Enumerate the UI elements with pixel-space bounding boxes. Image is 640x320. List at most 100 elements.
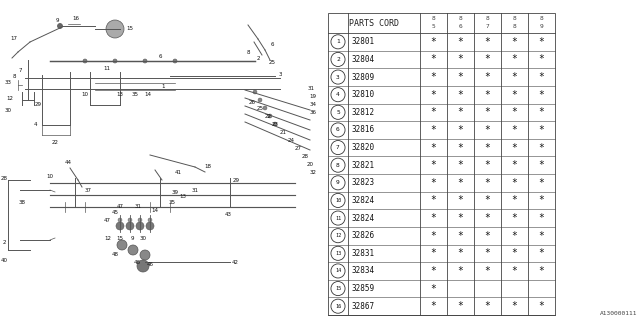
Text: *: * bbox=[458, 196, 463, 205]
Text: *: * bbox=[539, 54, 545, 64]
Text: *: * bbox=[484, 90, 490, 100]
Text: 12: 12 bbox=[104, 236, 111, 241]
Text: *: * bbox=[484, 231, 490, 241]
Text: *: * bbox=[539, 266, 545, 276]
Text: 32824: 32824 bbox=[351, 213, 374, 223]
Text: *: * bbox=[458, 248, 463, 258]
Text: *: * bbox=[431, 54, 436, 64]
Text: 15: 15 bbox=[127, 27, 134, 31]
Text: 41: 41 bbox=[175, 170, 182, 174]
Text: *: * bbox=[484, 72, 490, 82]
Circle shape bbox=[117, 240, 127, 250]
Circle shape bbox=[116, 222, 124, 230]
Text: 33: 33 bbox=[4, 79, 12, 84]
Text: 5: 5 bbox=[431, 25, 435, 29]
Text: 12: 12 bbox=[6, 95, 13, 100]
Text: 26: 26 bbox=[248, 100, 255, 105]
Text: 32821: 32821 bbox=[351, 161, 374, 170]
Text: 32809: 32809 bbox=[351, 73, 374, 82]
Text: 13: 13 bbox=[116, 92, 124, 97]
Text: *: * bbox=[431, 107, 436, 117]
Text: 32820: 32820 bbox=[351, 143, 374, 152]
Text: *: * bbox=[539, 301, 545, 311]
Text: 48: 48 bbox=[111, 252, 118, 258]
Text: *: * bbox=[431, 90, 436, 100]
Text: 32810: 32810 bbox=[351, 90, 374, 99]
Text: A130000111: A130000111 bbox=[600, 311, 637, 316]
Text: *: * bbox=[539, 248, 545, 258]
Text: 39: 39 bbox=[172, 189, 179, 195]
Text: *: * bbox=[458, 178, 463, 188]
Text: *: * bbox=[539, 107, 545, 117]
Text: 32812: 32812 bbox=[351, 108, 374, 117]
Text: *: * bbox=[431, 266, 436, 276]
Text: 8: 8 bbox=[336, 163, 340, 168]
Text: 46: 46 bbox=[134, 260, 141, 265]
Text: *: * bbox=[431, 125, 436, 135]
Circle shape bbox=[83, 59, 87, 63]
Text: 8: 8 bbox=[459, 17, 462, 21]
Text: 29: 29 bbox=[35, 102, 42, 108]
Text: 32831: 32831 bbox=[351, 249, 374, 258]
Text: *: * bbox=[484, 37, 490, 47]
Text: 3: 3 bbox=[278, 71, 282, 76]
Text: *: * bbox=[484, 248, 490, 258]
Text: *: * bbox=[431, 248, 436, 258]
Text: PARTS CORD: PARTS CORD bbox=[349, 19, 399, 28]
Text: 47: 47 bbox=[104, 218, 111, 222]
Text: 32: 32 bbox=[310, 171, 317, 175]
Text: 28: 28 bbox=[301, 154, 308, 158]
Text: 6: 6 bbox=[158, 53, 162, 59]
Text: *: * bbox=[539, 178, 545, 188]
Text: 32801: 32801 bbox=[351, 37, 374, 46]
Text: *: * bbox=[431, 213, 436, 223]
Circle shape bbox=[173, 59, 177, 63]
Circle shape bbox=[126, 222, 134, 230]
Text: 25: 25 bbox=[269, 60, 275, 65]
Text: *: * bbox=[431, 178, 436, 188]
Text: 2: 2 bbox=[256, 55, 260, 60]
Bar bbox=[328, 13, 555, 315]
Text: *: * bbox=[539, 213, 545, 223]
Text: 17: 17 bbox=[10, 36, 17, 41]
Text: 8: 8 bbox=[513, 17, 516, 21]
Text: 35: 35 bbox=[131, 92, 138, 97]
Text: 32804: 32804 bbox=[351, 55, 374, 64]
Text: *: * bbox=[484, 160, 490, 170]
Text: *: * bbox=[484, 266, 490, 276]
Text: 30: 30 bbox=[4, 108, 12, 113]
Text: 13: 13 bbox=[179, 194, 186, 198]
Text: *: * bbox=[511, 248, 517, 258]
Text: 7: 7 bbox=[336, 145, 340, 150]
Circle shape bbox=[113, 59, 117, 63]
Text: 28: 28 bbox=[1, 175, 8, 180]
Text: *: * bbox=[484, 301, 490, 311]
Text: 47: 47 bbox=[116, 204, 124, 210]
Circle shape bbox=[137, 260, 149, 272]
Circle shape bbox=[136, 222, 144, 230]
Text: 20: 20 bbox=[307, 163, 314, 167]
Text: *: * bbox=[511, 37, 517, 47]
Circle shape bbox=[253, 90, 257, 94]
Text: 27: 27 bbox=[294, 146, 301, 150]
Text: 14: 14 bbox=[335, 268, 341, 273]
Text: *: * bbox=[458, 37, 463, 47]
Circle shape bbox=[58, 23, 63, 28]
Text: 7: 7 bbox=[486, 25, 490, 29]
Text: 1: 1 bbox=[161, 84, 164, 90]
Text: 32859: 32859 bbox=[351, 284, 374, 293]
Text: 9: 9 bbox=[540, 25, 543, 29]
Text: 32823: 32823 bbox=[351, 178, 374, 187]
Text: 11: 11 bbox=[335, 216, 341, 220]
Text: 18: 18 bbox=[205, 164, 211, 170]
Text: 13: 13 bbox=[335, 251, 341, 256]
Text: 31: 31 bbox=[191, 188, 198, 193]
Text: 8: 8 bbox=[540, 17, 543, 21]
Text: 19: 19 bbox=[310, 94, 317, 100]
Text: *: * bbox=[458, 107, 463, 117]
Text: *: * bbox=[458, 301, 463, 311]
Text: 32867: 32867 bbox=[351, 302, 374, 311]
Text: *: * bbox=[458, 160, 463, 170]
Circle shape bbox=[146, 222, 154, 230]
Text: *: * bbox=[511, 266, 517, 276]
